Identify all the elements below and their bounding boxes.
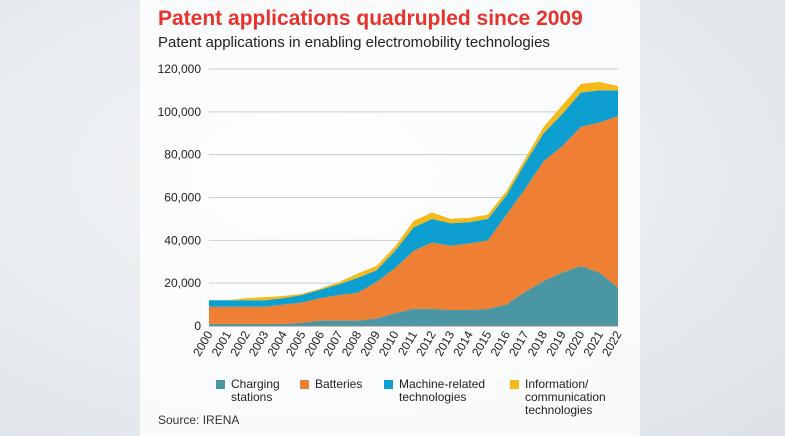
legend-label: Charging stations (231, 377, 280, 404)
source-note: Source: IRENA (158, 413, 240, 427)
legend-swatch (384, 380, 393, 389)
y-tick-label: 80,000 (164, 148, 201, 162)
y-tick-label: 60,000 (164, 191, 201, 205)
series-area-2 (209, 90, 618, 307)
legend-label: Information/communication technologies (525, 377, 606, 417)
legend-swatch (510, 380, 519, 389)
chart-title: Patent applications quadrupled since 200… (158, 7, 583, 30)
legend-label: Batteries (315, 377, 363, 391)
series-area-1 (209, 116, 618, 324)
chart-subtitle: Patent applications in enabling electrom… (158, 34, 550, 51)
y-tick-label: 0 (194, 319, 201, 333)
legend-swatch (216, 380, 225, 389)
y-tick-label: 40,000 (164, 233, 201, 247)
y-tick-label: 100,000 (158, 105, 202, 119)
x-tick-label: 2022 (599, 328, 625, 358)
legend-swatch (300, 380, 309, 389)
y-tick-label: 20,000 (164, 276, 201, 290)
series-area-0 (209, 266, 618, 326)
y-tick-label: 120,000 (158, 62, 202, 76)
x-tick-label: 2010 (376, 328, 402, 358)
legend-label: Machine-related technologies (399, 377, 486, 404)
